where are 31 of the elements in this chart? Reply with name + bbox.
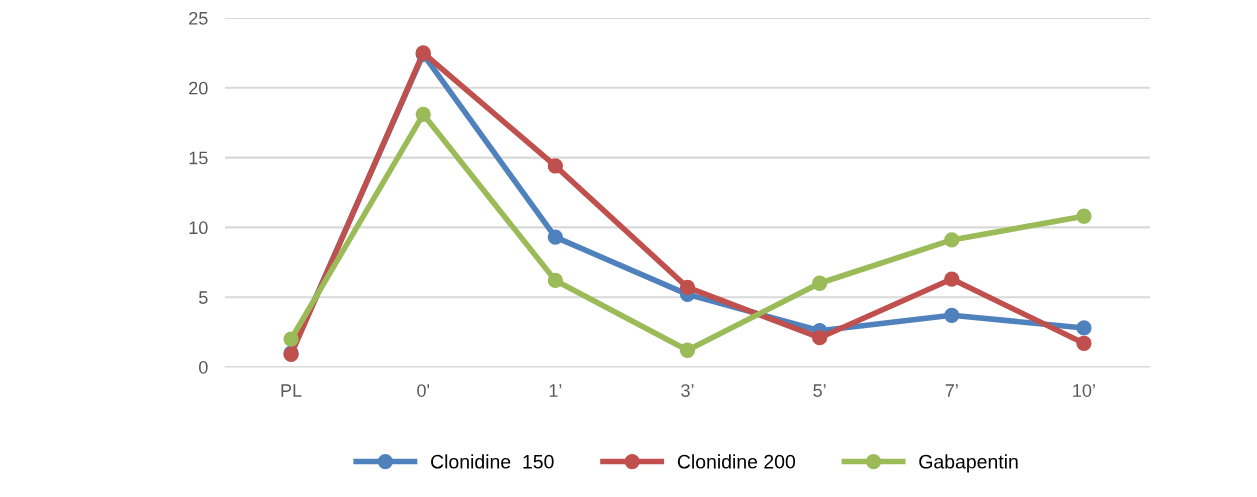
point (679, 279, 696, 296)
x-tick-label: 7’ (945, 384, 958, 397)
point (1076, 335, 1092, 351)
x-tick-label: 0' (417, 384, 430, 397)
point (944, 307, 960, 323)
point (944, 271, 960, 287)
y-tick-label: 10 (189, 221, 208, 235)
point (1076, 320, 1092, 336)
legend-label: Clonidine 200 (677, 454, 796, 469)
point (812, 330, 828, 346)
x-tick-label: 10’ (1073, 384, 1095, 397)
legend-label: Clonidine 150 (431, 454, 554, 469)
y-tick-label: 15 (189, 151, 208, 165)
x-tick-label: 5’ (813, 384, 826, 397)
point (679, 342, 696, 358)
x-tick-label: 1’ (549, 384, 562, 397)
point (547, 229, 563, 245)
y-tick-label: 5 (199, 291, 208, 304)
x-tick-label: 3’ (681, 384, 694, 397)
point (1076, 208, 1092, 224)
point (547, 158, 563, 174)
point (812, 275, 828, 291)
point (944, 232, 960, 248)
point (415, 106, 431, 122)
y-tick-label: 20 (189, 81, 208, 95)
x-tick-label: PL (281, 384, 302, 397)
legend-label: Gabapentin (919, 454, 1018, 473)
y-tick-label: 0 (199, 360, 208, 374)
y-tick-label: 25 (189, 11, 208, 25)
point (547, 272, 563, 289)
point (283, 331, 299, 347)
